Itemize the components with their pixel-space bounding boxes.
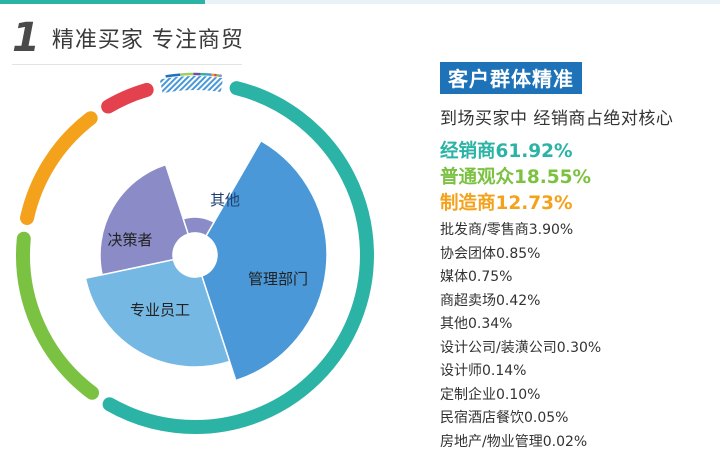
rose-chart	[84, 139, 328, 382]
ring-minor-tick-1	[165, 73, 181, 78]
legend-minor-item: 房地产/物业管理0.02%	[440, 433, 588, 450]
rose-label-2: 专业员工	[130, 301, 190, 319]
legend-minor-item: 协会团体0.85%	[440, 245, 541, 262]
donut-ring	[16, 72, 374, 434]
legend-minor-item: 商超卖场0.42%	[440, 292, 541, 309]
info-panel: 客户群体精准 到场买家中 经销商占绝对核心 经销商61.92% 普通观众18.55…	[440, 62, 715, 454]
minor-legend: 批发商/零售商3.90% 协会团体0.85% 媒体0.75% 商超卖场0.42% 其他0…	[440, 219, 715, 454]
header-divider	[12, 64, 242, 65]
legend-minor-item: 设计师0.14%	[440, 363, 527, 379]
legend-major-item: 制造商12.73%	[440, 193, 573, 214]
legend-minor-item: 媒体0.75%	[440, 269, 513, 285]
rose-center-hole	[173, 233, 217, 277]
ring-segment-minor-band	[159, 76, 224, 94]
ring-segment-2	[16, 231, 100, 400]
legend-minor-item: 批发商/零售商3.90%	[440, 222, 574, 238]
legend-major-item: 经销商61.92%	[440, 141, 573, 162]
ring-segment-1	[102, 81, 374, 434]
legend-minor-item: 设计公司/装潢公司0.30%	[440, 339, 602, 356]
legend-major-item: 普通观众18.55%	[440, 167, 592, 188]
rose-label-1: 管理部门	[248, 270, 308, 288]
section-header: 1 精准买家 专注商贸	[12, 16, 244, 60]
legend-minor-item: 民宿酒店餐饮0.05%	[440, 410, 569, 426]
ring-segment-3	[20, 111, 98, 225]
section-title: 精准买家 专注商贸	[51, 28, 244, 53]
major-legend: 经销商61.92% 普通观众18.55% 制造商12.73%	[440, 139, 715, 217]
top-bar	[0, 0, 720, 4]
section-number: 1	[12, 15, 40, 61]
ring-minor-tick-2	[180, 72, 194, 76]
panel-tag: 客户群体精准	[440, 62, 582, 94]
ring-segment-4	[101, 82, 154, 114]
legend-minor-item: 定制企业0.10%	[440, 386, 541, 403]
rose-label-3: 决策者	[107, 231, 152, 249]
legend-minor-item: 其他0.34%	[440, 316, 513, 332]
top-bar-accent	[0, 0, 205, 4]
panel-subtitle: 到场买家中 经销商占绝对核心	[440, 109, 674, 129]
rose-label-4: 其他	[210, 191, 240, 209]
